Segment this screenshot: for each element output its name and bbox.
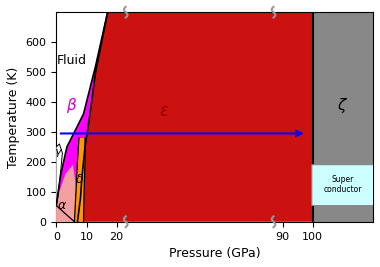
Text: $\varepsilon$: $\varepsilon$ [159, 102, 169, 120]
Text: $\gamma$: $\gamma$ [54, 147, 63, 159]
FancyBboxPatch shape [312, 165, 374, 206]
Text: Fluid: Fluid [56, 54, 86, 67]
Polygon shape [56, 162, 78, 222]
Y-axis label: Temperature (K): Temperature (K) [7, 66, 20, 168]
Polygon shape [56, 192, 61, 222]
Polygon shape [56, 12, 108, 222]
Text: $\zeta$: $\zeta$ [337, 96, 348, 115]
Bar [313, 12, 373, 222]
X-axis label: Pressure (GPa): Pressure (GPa) [169, 247, 261, 260]
Text: $\delta$: $\delta$ [75, 173, 84, 186]
Polygon shape [56, 165, 78, 222]
Polygon shape [78, 12, 313, 222]
Polygon shape [56, 144, 62, 206]
Text: $\beta$: $\beta$ [66, 96, 77, 115]
Text: Super
conductor: Super conductor [324, 175, 362, 194]
Polygon shape [74, 138, 85, 222]
Text: $\alpha$: $\alpha$ [57, 199, 67, 212]
